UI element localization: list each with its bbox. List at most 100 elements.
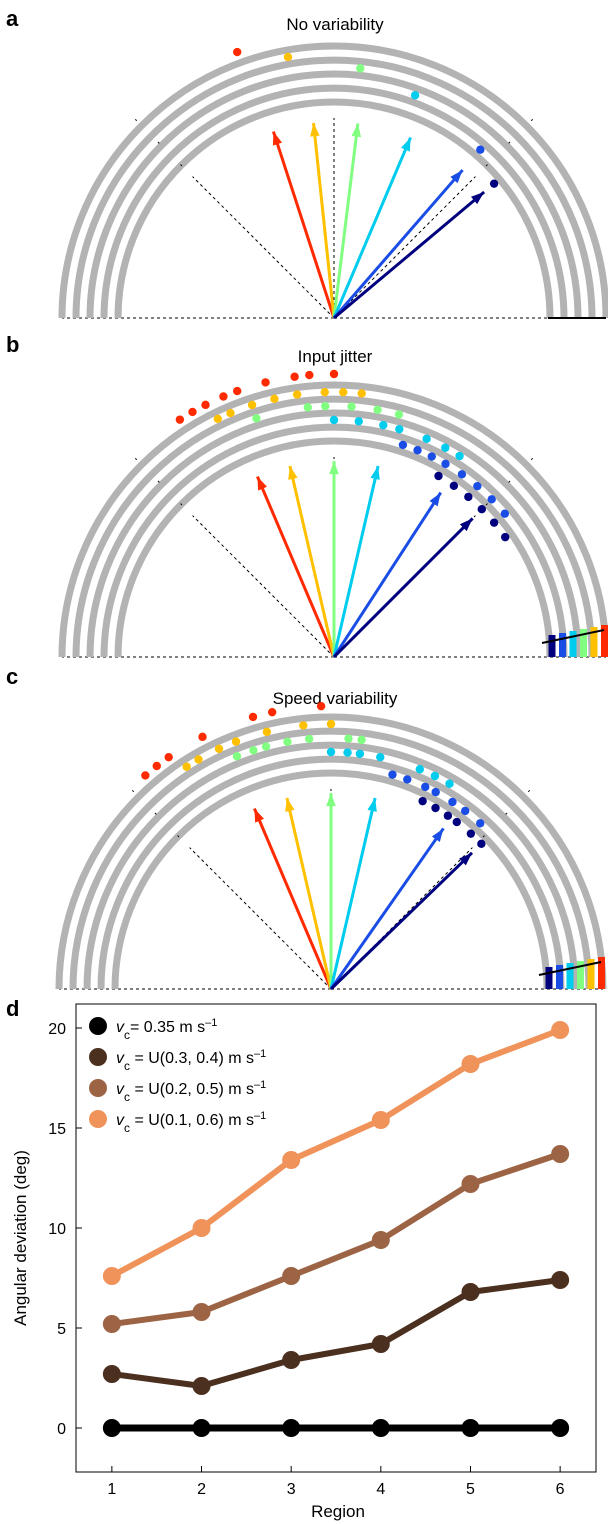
endpoint-dot-2-6: [320, 387, 329, 397]
endpoint-dot-6-2: [431, 803, 440, 813]
series-1-point-6: [551, 1419, 570, 1437]
arrow-shaft-6: [333, 190, 486, 320]
y-tick-label-10: 10: [48, 1221, 66, 1238]
rail-arc-2: [97, 755, 565, 990]
plot-frame: [75, 1003, 597, 1473]
endpoint-dot-3-5: [304, 734, 314, 744]
arrow-shaft-3: [332, 123, 360, 319]
panel-letter-d: d: [6, 996, 19, 1021]
endpoint-dot-1-5: [233, 386, 242, 396]
end-bar-threshold: [538, 961, 602, 976]
endpoint-dot-1-1: [141, 771, 150, 780]
endpoint-dot-4-1: [410, 91, 420, 100]
endpoint-dot-1-6: [267, 707, 277, 717]
arrow-head-6: [459, 852, 472, 866]
endpoint-dot-3-6: [394, 410, 404, 419]
endpoint-dot-2-4: [231, 737, 241, 746]
arrow-head-4: [370, 466, 380, 480]
endpoint-dot-5-1: [388, 770, 397, 779]
endpoint-dot-5-5: [448, 797, 457, 807]
end-bar-3: [566, 963, 574, 989]
reference-line-135deg: [192, 176, 335, 319]
y-tick-label-0: 0: [57, 1421, 66, 1438]
end-bar-threshold: [541, 629, 605, 644]
series-3-point-5: [461, 1175, 480, 1193]
arrow-shaft-5: [332, 169, 464, 319]
endpoint-dot-5-3: [427, 452, 436, 461]
arrow-shaft-4: [332, 465, 380, 658]
endpoint-dot-1-3: [201, 400, 210, 410]
series-4-point-3: [282, 1151, 301, 1169]
series-1-point-3: [282, 1419, 301, 1437]
polar-plot-b: [58, 369, 608, 659]
endpoint-dot-4-6: [430, 771, 440, 781]
arrow-head-6: [470, 192, 485, 205]
x-tick-label-5: 5: [466, 1481, 475, 1498]
rail-arc-4: [72, 395, 596, 658]
end-bar-5: [590, 627, 598, 657]
arrow-head-3: [329, 461, 339, 475]
endpoint-dot-3-2: [303, 403, 312, 412]
rail-arc-3: [83, 741, 579, 990]
endpoint-dot-6-1: [489, 179, 499, 188]
endpoint-dot-2-8: [357, 389, 366, 398]
endpoint-dot-6-3: [464, 492, 473, 502]
endpoint-dot-1-4: [198, 732, 207, 742]
arrow-shaft-2: [288, 465, 336, 658]
series-4-point-4: [371, 1111, 390, 1129]
end-bar-5: [587, 959, 595, 989]
y-tick-label-15: 15: [48, 1121, 66, 1138]
x-tick-label-6: 6: [556, 1481, 565, 1498]
arrow-head-3: [351, 123, 362, 138]
x-tick-label-2: 2: [197, 1481, 206, 1498]
endpoint-dot-5-1: [476, 145, 485, 154]
axes-d: 1 2 3 4 5 6 0 5 10 15 20: [48, 1021, 564, 1498]
endpoint-dot-1-8: [305, 370, 314, 380]
reference-line-135deg: [189, 847, 332, 990]
endpoint-dot-2-6: [299, 721, 308, 730]
endpoint-dot-1-6: [261, 378, 270, 387]
endpoint-dot-4-1: [329, 415, 339, 425]
endpoint-dot-1-2: [152, 761, 161, 771]
arrow-head-6: [459, 518, 473, 532]
endpoint-dot-4-7: [455, 451, 464, 461]
x-axis-label: Region: [311, 1502, 365, 1521]
endpoint-dot-2-2: [226, 408, 235, 418]
endpoint-dot-3-4: [347, 402, 356, 411]
y-tick-label-20: 20: [48, 1021, 66, 1038]
series-line-4: [110, 1027, 562, 1279]
endpoint-dot-5-8: [500, 509, 510, 518]
endpoint-dot-2-5: [292, 390, 302, 399]
series-2-point-2: [192, 1377, 211, 1395]
panel-title-b: Input jitter: [298, 347, 373, 366]
endpoint-dot-2-2: [194, 755, 203, 764]
endpoint-dot-1-5: [248, 712, 258, 722]
endpoint-dot-1-9: [329, 369, 339, 379]
y-tick-label-5: 5: [57, 1321, 66, 1338]
end-bar-2: [559, 633, 566, 657]
series-3-point-2: [192, 1303, 211, 1321]
endpoint-dot-5-1: [398, 440, 408, 450]
endpoint-dot-1-3: [164, 752, 173, 762]
endpoint-dot-3-1: [252, 414, 261, 423]
rail-arc-3: [86, 70, 582, 319]
arrow-head-1: [272, 131, 283, 146]
series-line-3: [111, 1151, 562, 1327]
end-bar-2: [556, 965, 563, 989]
legend-label-4: vc = U(0.1, 0.6) m s–1: [116, 1110, 266, 1135]
endpoint-dot-1-7: [316, 701, 326, 711]
series-4-point-2: [192, 1219, 211, 1237]
arrow-head-2: [285, 798, 295, 812]
arrow-shaft-4: [332, 136, 412, 319]
arrow-shaft-6: [332, 517, 474, 659]
endpoint-dot-4-7: [445, 779, 454, 788]
endpoint-dot-4-2: [354, 417, 363, 426]
endpoint-dot-6-3: [443, 811, 453, 820]
series-3-point-1: [102, 1315, 121, 1333]
polar-plot-c: [55, 701, 607, 991]
endpoint-dot-2-1: [283, 52, 293, 62]
endpoint-dot-4-6: [441, 443, 450, 452]
arrow-head-5: [431, 828, 444, 842]
arrow-head-3: [326, 793, 336, 807]
endpoint-dot-3-5: [373, 405, 382, 415]
